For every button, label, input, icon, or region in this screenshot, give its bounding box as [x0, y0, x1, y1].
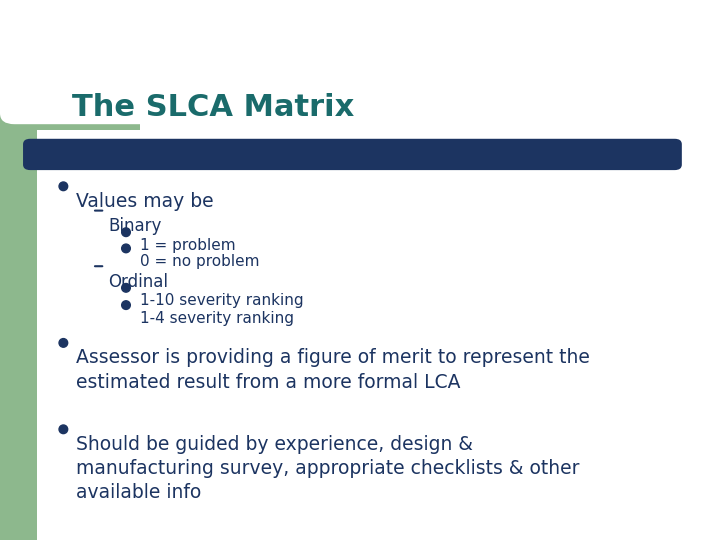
Bar — [0, 0, 140, 130]
Text: The SLCA Matrix: The SLCA Matrix — [72, 93, 354, 123]
Text: Values may be: Values may be — [76, 192, 213, 211]
Text: Assessor is providing a figure of merit to represent the
estimated result from a: Assessor is providing a figure of merit … — [76, 348, 590, 392]
Text: 1 = problem: 1 = problem — [140, 238, 236, 253]
Text: 1-4 severity ranking: 1-4 severity ranking — [140, 310, 294, 326]
Text: Should be guided by experience, design &
manufacturing survey, appropriate check: Should be guided by experience, design &… — [76, 435, 579, 502]
Bar — [0, 113, 37, 540]
Text: Ordinal: Ordinal — [108, 273, 168, 291]
FancyBboxPatch shape — [23, 139, 682, 170]
Text: 1-10 severity ranking: 1-10 severity ranking — [140, 293, 304, 308]
FancyBboxPatch shape — [0, 0, 720, 124]
Ellipse shape — [59, 339, 68, 347]
Ellipse shape — [122, 284, 130, 292]
Text: Binary: Binary — [108, 217, 161, 235]
Ellipse shape — [59, 425, 68, 434]
Text: 0 = no problem: 0 = no problem — [140, 254, 260, 269]
Ellipse shape — [122, 301, 130, 309]
Ellipse shape — [122, 228, 130, 237]
Ellipse shape — [122, 244, 130, 253]
Ellipse shape — [59, 182, 68, 191]
